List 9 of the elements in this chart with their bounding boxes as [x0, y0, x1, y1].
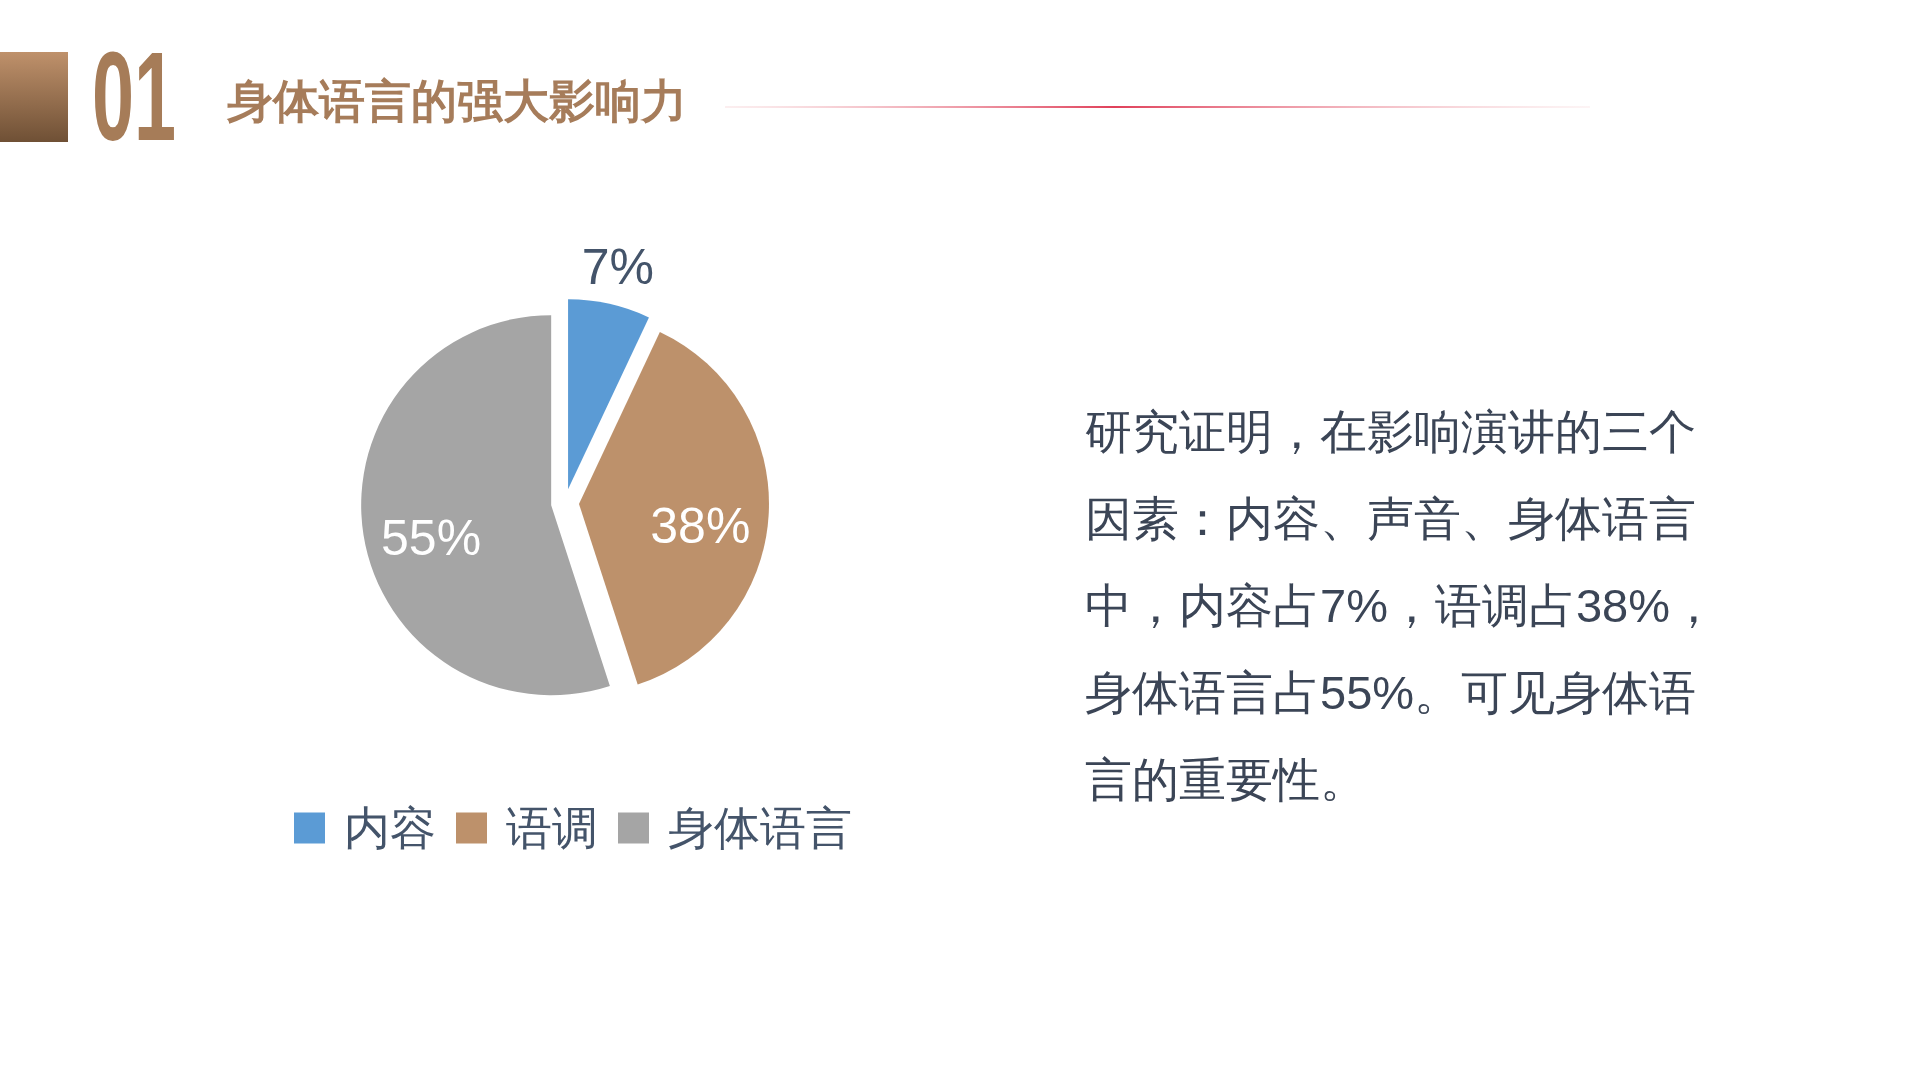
legend-label: 内容	[344, 802, 436, 854]
text: 01	[92, 26, 177, 167]
chart-title: 身体语言的强大影响力	[226, 75, 687, 127]
legend-label: 身体语言	[668, 802, 852, 854]
text: 研究证明，在影响演讲的三个因素：内容、声音、身体语言中，内容占7%，语调占38%，身体语言占55%。可见身体语言的重要性。	[1085, 404, 1718, 808]
data-label: 7%	[581, 238, 654, 295]
data-label: 55%	[381, 510, 482, 567]
legend-label: 语调	[506, 802, 598, 854]
data-label: 38%	[650, 497, 751, 554]
